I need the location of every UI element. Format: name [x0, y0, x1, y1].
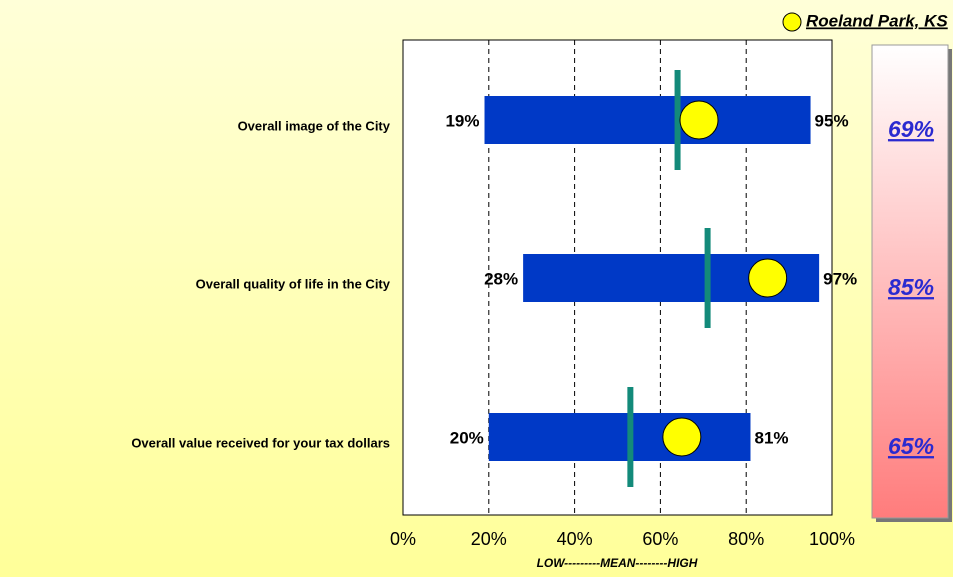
high-label: 95%	[815, 111, 849, 130]
high-label: 81%	[754, 428, 788, 447]
range-bar	[484, 96, 811, 144]
x-tick-label: 60%	[642, 529, 678, 549]
legend-marker	[782, 12, 802, 32]
legend-label: Roeland Park, KS	[806, 11, 948, 30]
city-marker	[748, 258, 788, 298]
category-label: Overall image of the City	[238, 118, 391, 133]
low-label: 20%	[450, 428, 484, 447]
x-tick-label: 80%	[728, 529, 764, 549]
range-bar	[488, 413, 751, 461]
city-marker	[679, 100, 719, 140]
low-label: 19%	[445, 111, 479, 130]
low-label: 28%	[484, 269, 518, 288]
x-tick-label: 20%	[471, 529, 507, 549]
x-tick-label: 100%	[809, 529, 855, 549]
city-value-label: 65%	[888, 433, 934, 459]
city-value-label: 85%	[888, 274, 934, 300]
x-tick-label: 0%	[390, 529, 416, 549]
x-tick-label: 40%	[557, 529, 593, 549]
value-panel	[871, 44, 949, 519]
category-label: Overall quality of life in the City	[196, 276, 391, 291]
city-value-label: 69%	[888, 116, 934, 142]
high-label: 97%	[823, 269, 857, 288]
city-marker	[662, 417, 702, 457]
x-axis-label: LOW---------MEAN--------HIGH	[537, 556, 698, 570]
category-label: Overall value received for your tax doll…	[131, 435, 390, 450]
